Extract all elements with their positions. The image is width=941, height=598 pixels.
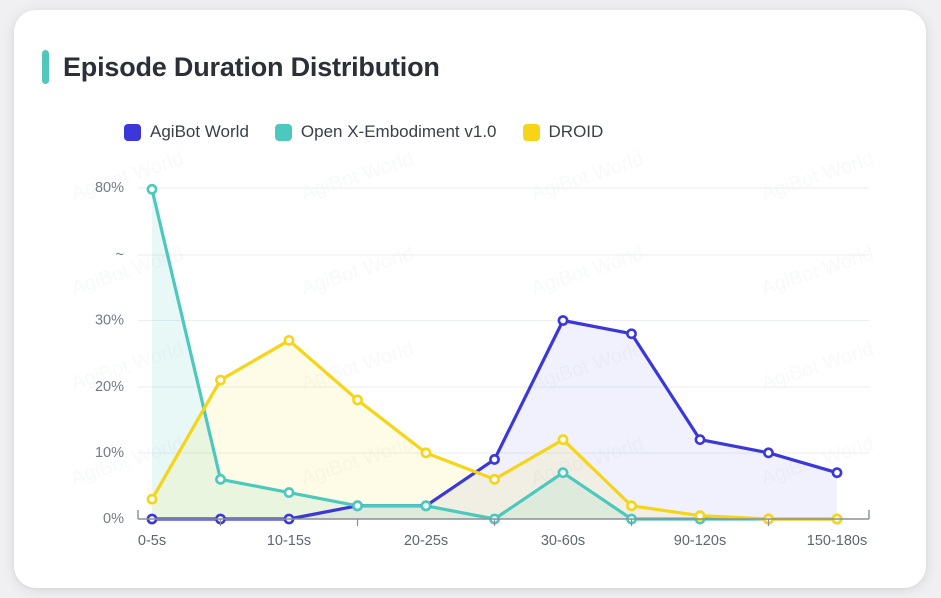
- data-point-marker[interactable]: [626, 328, 637, 340]
- page-title: Episode Duration Distribution: [63, 51, 440, 82]
- legend-swatch-icon: [522, 123, 540, 141]
- watermark-text: AgiBot World: [759, 338, 876, 395]
- line-chart-svg: AgiBot World AgiBot World AgiBot World AgiB…: [69, 148, 876, 549]
- data-point-marker[interactable]: [489, 454, 500, 465]
- series-area: [152, 340, 837, 519]
- x-axis-tick-label: 10-15s: [267, 533, 311, 549]
- series-area: [152, 320, 837, 519]
- data-point-marker[interactable]: [215, 473, 226, 485]
- chart-plot-area: AgiBot World AgiBot World AgiBot World AgiB…: [14, 10, 926, 588]
- y-axis-tick-label: 80%: [95, 180, 124, 196]
- data-point-marker[interactable]: [146, 183, 158, 195]
- y-axis-tick-label: 20%: [95, 379, 124, 395]
- series-areas: [152, 189, 837, 519]
- y-axis-tick-label: 0%: [103, 511, 124, 527]
- data-point-marker[interactable]: [283, 334, 295, 346]
- watermark-text: AgiBot World: [759, 243, 876, 300]
- data-point-marker[interactable]: [626, 500, 637, 512]
- legend-item-label: Open X-Embodiment v1.0: [300, 122, 497, 141]
- watermark-text: AgiBot World: [759, 148, 876, 205]
- x-axis-tick-label: 150-180s: [807, 533, 867, 549]
- legend-swatch-icon: [124, 123, 141, 141]
- axes: [137, 510, 870, 526]
- watermark-text: AgiBot World: [529, 243, 646, 300]
- x-axis-tick-label: 30-60s: [541, 533, 585, 549]
- data-point-marker[interactable]: [557, 467, 569, 479]
- x-axis-labels: 0-5s 10-15s 20-25s 30-60s 90-120s 150-180s: [138, 533, 867, 549]
- y-axis-tick-label: 10%: [95, 445, 124, 461]
- data-point-marker[interactable]: [694, 434, 706, 445]
- series-markers: [146, 183, 843, 525]
- legend-item-label: AgiBot World: [150, 122, 249, 141]
- watermark-text: AgiBot World: [299, 243, 416, 300]
- data-point-marker[interactable]: [420, 447, 432, 459]
- legend-item-label: DROID: [548, 122, 604, 141]
- card-header: Episode Duration Distribution: [42, 50, 440, 84]
- data-point-marker[interactable]: [489, 473, 500, 485]
- data-point-marker[interactable]: [557, 434, 569, 445]
- watermark-text: AgiBot World: [529, 148, 646, 205]
- watermark-text: AgiBot World: [69, 148, 186, 205]
- legend-item[interactable]: Open X-Embodiment v1.0: [274, 122, 497, 142]
- legend-swatch-icon: [274, 123, 292, 141]
- data-point-marker[interactable]: [352, 500, 363, 512]
- data-point-marker[interactable]: [283, 487, 295, 498]
- series-area: [152, 189, 837, 519]
- data-point-marker[interactable]: [557, 315, 569, 326]
- x-axis-tick-label: 90-120s: [674, 533, 726, 549]
- chart-card: Episode Duration Distribution AgiBot Wor…: [14, 10, 926, 588]
- x-axis-tick-label: 0-5s: [138, 533, 166, 549]
- data-point-marker[interactable]: [215, 374, 226, 386]
- data-point-marker[interactable]: [763, 447, 774, 459]
- y-axis-tick-label: 30%: [95, 312, 124, 328]
- data-point-marker[interactable]: [146, 493, 158, 505]
- y-axis-tick-label: ~: [116, 247, 124, 263]
- data-point-marker[interactable]: [831, 467, 843, 479]
- title-accent-bar: [42, 50, 49, 84]
- legend-item[interactable]: DROID: [522, 122, 604, 142]
- x-axis-tick-label: 20-25s: [404, 533, 448, 549]
- data-point-marker[interactable]: [352, 394, 363, 406]
- chart-legend: AgiBot World Open X-Embodiment v1.0 DROID: [124, 122, 603, 142]
- legend-item[interactable]: AgiBot World: [124, 122, 249, 142]
- watermark-text: AgiBot World: [299, 148, 416, 205]
- data-point-marker[interactable]: [694, 510, 706, 522]
- data-point-marker[interactable]: [420, 500, 432, 512]
- y-axis-labels: 80% ~30% 20% 10% 0%: [95, 180, 124, 527]
